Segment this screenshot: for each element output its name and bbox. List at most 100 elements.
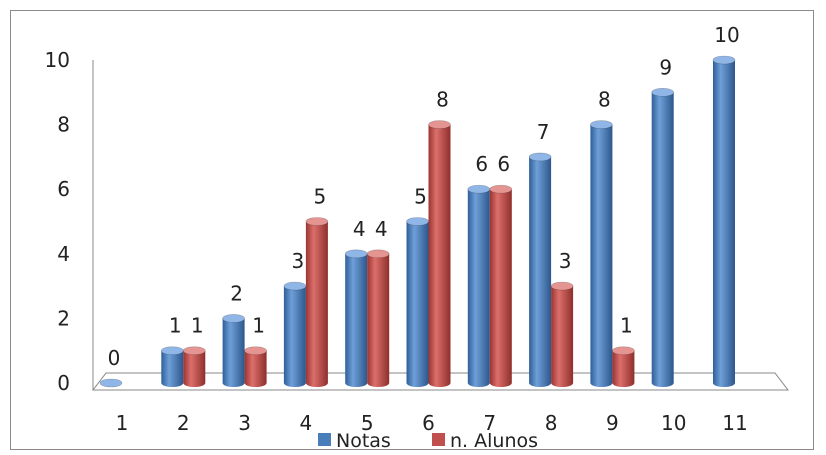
- bar-body: [428, 124, 451, 387]
- bar-top: [366, 249, 390, 259]
- data-label-alunos-7: 6: [497, 152, 510, 176]
- bar-top: [222, 314, 245, 323]
- data-label-alunos-9: 1: [620, 314, 633, 338]
- data-label-notas-5: 4: [353, 217, 366, 241]
- bar-notas-5: [344, 249, 368, 387]
- data-label-alunos-4: 5: [314, 185, 327, 209]
- data-label-notas-8: 7: [537, 120, 550, 144]
- bar-body: [183, 350, 206, 387]
- bar-top: [712, 55, 736, 65]
- x-tick-label: 1: [116, 411, 129, 435]
- x-tick-label: 2: [177, 411, 190, 435]
- bar-top: [344, 249, 368, 259]
- bar-body: [713, 60, 735, 387]
- bar-top: [99, 378, 123, 388]
- bar-body: [161, 350, 184, 387]
- bar-notas-3: [222, 314, 245, 387]
- x-tick-label: 6: [422, 411, 435, 435]
- data-label-notas-1: 0: [108, 346, 121, 370]
- y-tick-label: 10: [45, 48, 70, 72]
- bar-alunos-4: [305, 217, 329, 387]
- bar-top: [489, 184, 513, 194]
- bar-body: [345, 253, 368, 387]
- bar-top: [612, 346, 635, 356]
- legend-swatch: [432, 433, 445, 446]
- x-tick-label: 3: [238, 411, 251, 435]
- bar-top: [550, 281, 574, 291]
- legend: Notas n. Alunos: [318, 430, 538, 452]
- y-axis: 0 2 4 6 8 10: [45, 48, 94, 395]
- y-tick-label: 0: [57, 371, 70, 395]
- bar-notas-4: [283, 281, 307, 387]
- data-label-notas-7: 6: [475, 152, 488, 176]
- bar-notas-1: [99, 378, 123, 388]
- data-label-alunos-6: 8: [436, 88, 449, 112]
- data-label-notas-2: 1: [169, 314, 182, 338]
- legend-swatch: [318, 433, 331, 446]
- bar-body: [529, 156, 552, 387]
- y-tick-label: 4: [57, 242, 70, 266]
- data-label-notas-11: 10: [714, 23, 739, 47]
- bar-body: [283, 286, 306, 387]
- bar-body: [612, 350, 635, 387]
- y-tick-label: 6: [57, 177, 70, 201]
- bar-alunos-2: [183, 346, 206, 387]
- bar-notas-10: [651, 88, 675, 388]
- x-tick-label: 4: [300, 411, 313, 435]
- bar-body: [467, 189, 490, 387]
- x-tick-label: 11: [722, 411, 747, 435]
- bar-top: [283, 281, 307, 291]
- y-tick-label: 2: [57, 306, 70, 330]
- y-tick-label: 8: [57, 113, 70, 137]
- x-tick-label: 5: [361, 411, 374, 435]
- bar-alunos-5: [366, 249, 390, 387]
- bar-top: [183, 346, 206, 356]
- bar-notas-11: [712, 55, 736, 387]
- bar-notas-2: [161, 346, 184, 387]
- bar-alunos-9: [612, 346, 635, 387]
- bar-body: [651, 92, 674, 388]
- bar-body: [367, 253, 390, 387]
- bar-alunos-6: [428, 120, 451, 387]
- bar-notas-6: [406, 217, 429, 387]
- bar-alunos-3: [244, 346, 267, 387]
- x-tick-label: 9: [606, 411, 619, 435]
- bar-top: [406, 217, 429, 226]
- legend-label: Notas: [336, 430, 391, 452]
- x-tick-label: 7: [483, 411, 496, 435]
- bar-top: [651, 88, 675, 97]
- data-label-alunos-5: 4: [375, 217, 388, 241]
- bar-top: [428, 120, 451, 129]
- bar-alunos-8: [550, 281, 574, 387]
- bar-body: [305, 221, 328, 387]
- bar-body: [244, 350, 267, 387]
- data-label-alunos-2: 1: [191, 314, 204, 338]
- data-label-notas-10: 9: [659, 55, 672, 79]
- bar-alunos-7: [489, 184, 513, 387]
- data-label-notas-9: 8: [598, 88, 611, 112]
- legend-label: n. Alunos: [450, 430, 538, 452]
- bar-top: [244, 346, 267, 356]
- bar-top: [528, 152, 552, 162]
- bar-body: [551, 286, 574, 387]
- bar-top: [467, 184, 491, 194]
- bar-top: [305, 217, 329, 226]
- data-label-notas-3: 2: [230, 281, 243, 305]
- bar-body: [222, 318, 245, 387]
- data-label-alunos-3: 1: [252, 314, 265, 338]
- data-label-notas-6: 5: [414, 185, 427, 209]
- bar-notas-8: [528, 152, 552, 387]
- bar-body: [406, 221, 429, 387]
- bar-body: [489, 189, 512, 387]
- bar-top: [590, 120, 613, 129]
- legend-item-alunos: n. Alunos: [432, 430, 538, 452]
- x-tick-label: 10: [661, 411, 686, 435]
- legend-item-notas: Notas: [318, 430, 391, 452]
- data-label-notas-4: 3: [292, 249, 305, 273]
- bar-notas-9: [590, 120, 613, 387]
- data-label-alunos-8: 3: [559, 249, 572, 273]
- bars: [99, 55, 736, 388]
- x-tick-label: 8: [545, 411, 558, 435]
